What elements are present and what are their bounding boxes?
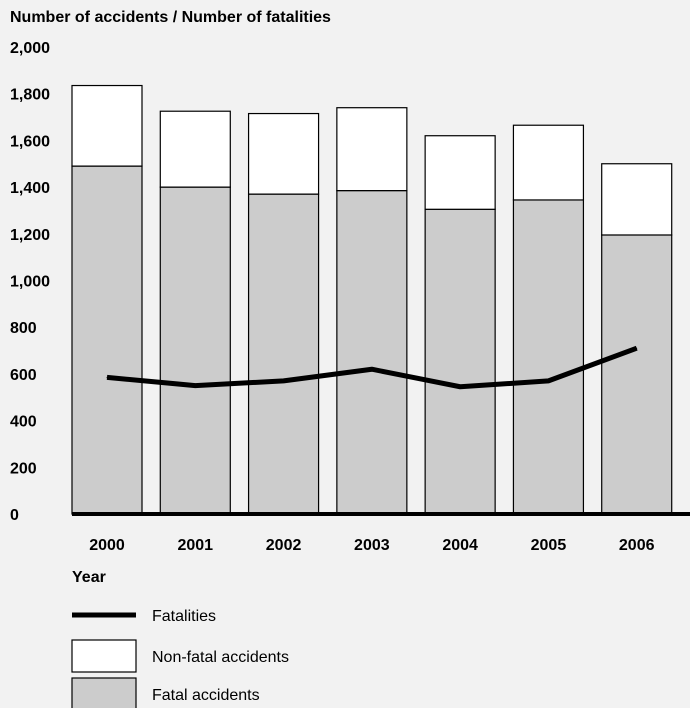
x-tick-label: 2004	[442, 537, 478, 554]
fatal-accidents-bar	[424, 208, 496, 515]
non-fatal-accidents-bar	[512, 124, 585, 201]
y-tick-label: 600	[10, 367, 37, 384]
fatalities-point	[547, 380, 549, 382]
x-tick-label: 2000	[89, 537, 125, 554]
non-fatal-accidents-bar	[601, 163, 673, 236]
x-tick-label: 2005	[531, 537, 567, 554]
fatal-accidents-bar	[336, 190, 408, 515]
x-axis-title: Year	[72, 569, 106, 586]
fatalities-line-layer	[106, 345, 638, 390]
legend-label: Fatalities	[152, 608, 216, 625]
fatalities-point	[106, 376, 108, 378]
non-fatal-accidents-bar	[159, 110, 231, 188]
y-tick-label: 400	[10, 414, 37, 431]
y-axis-tick-labels: 0 200 400 600 800 1,000 1,200 1,400 1,600 1,800 2,…	[10, 40, 50, 524]
non-fatal-accidents-bar	[247, 112, 320, 195]
fatal-accidents-bar	[159, 186, 231, 515]
non-fatal-accidents-bar	[424, 135, 496, 210]
y-tick-label: 1,000	[10, 274, 50, 291]
x-tick-label: 2001	[177, 537, 213, 554]
y-tick-label: 1,600	[10, 133, 50, 150]
legend-label: Fatal accidents	[152, 687, 260, 704]
y-tick-label: 2,000	[10, 40, 50, 57]
y-tick-label: 1,800	[10, 87, 50, 104]
fatal-accidents-bar	[247, 193, 320, 515]
fatalities-point	[283, 380, 285, 382]
legend-label: Non-fatal accidents	[152, 649, 289, 666]
chart-title: Number of accidents / Number of fataliti…	[10, 9, 331, 26]
fatal-accidents-bar	[71, 165, 143, 515]
legend-box-symbol	[71, 677, 137, 708]
bars	[71, 84, 673, 515]
y-tick-label: 200	[10, 460, 37, 477]
x-axis-tick-labels: 2000 2001 2002 2003 2004 2005 2006	[89, 537, 654, 554]
non-fatal-accidents-bar	[336, 107, 408, 192]
fatal-accidents-bar	[601, 234, 673, 515]
y-tick-label: 0	[10, 507, 19, 524]
fatalities-point	[636, 347, 638, 349]
legend-box-symbol	[71, 639, 137, 673]
legend: Fatalities Non-fatal accidents Fatal accid…	[71, 608, 289, 708]
fatal-accidents-bar	[512, 199, 585, 515]
fatalities-point	[459, 386, 461, 388]
x-tick-label: 2002	[266, 537, 302, 554]
fatalities-point	[371, 368, 373, 370]
x-tick-label: 2003	[354, 537, 390, 554]
non-fatal-accidents-bar	[71, 84, 143, 167]
y-tick-label: 1,200	[10, 227, 50, 244]
y-tick-label: 1,400	[10, 180, 50, 197]
y-tick-label: 800	[10, 320, 37, 337]
x-tick-label: 2006	[619, 537, 655, 554]
fatalities-point	[194, 385, 196, 387]
